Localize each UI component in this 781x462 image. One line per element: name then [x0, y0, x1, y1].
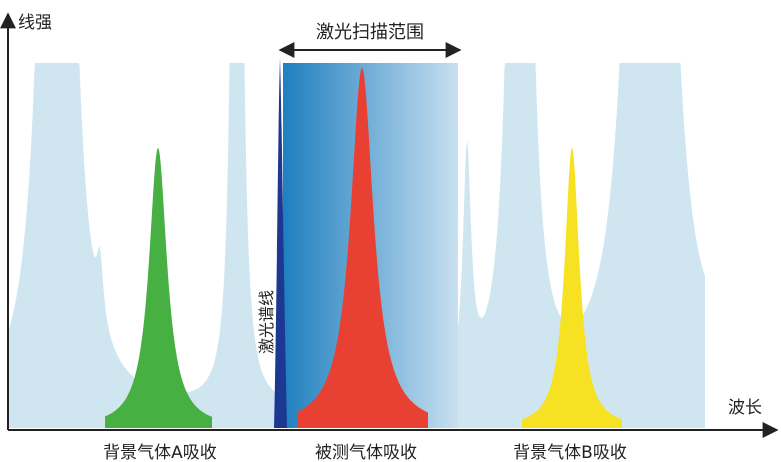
background-absorption — [8, 63, 705, 428]
absorption-label: 被测气体吸收 — [315, 443, 417, 462]
y-axis-label: 线强 — [18, 13, 52, 33]
gas-b-peak — [522, 148, 622, 428]
laser-line-label: 激光谱线 — [257, 290, 276, 354]
target-peak — [298, 68, 428, 428]
gas-a-peak — [105, 148, 212, 428]
absorption-label: 背景气体A吸收 — [103, 443, 217, 462]
absorption-label: 背景气体B吸收 — [513, 443, 627, 462]
x-axis-label: 波长 — [728, 398, 762, 418]
scan-range-label: 激光扫描范围 — [316, 22, 424, 43]
spectrum — [8, 58, 705, 428]
laser-line — [274, 58, 287, 428]
